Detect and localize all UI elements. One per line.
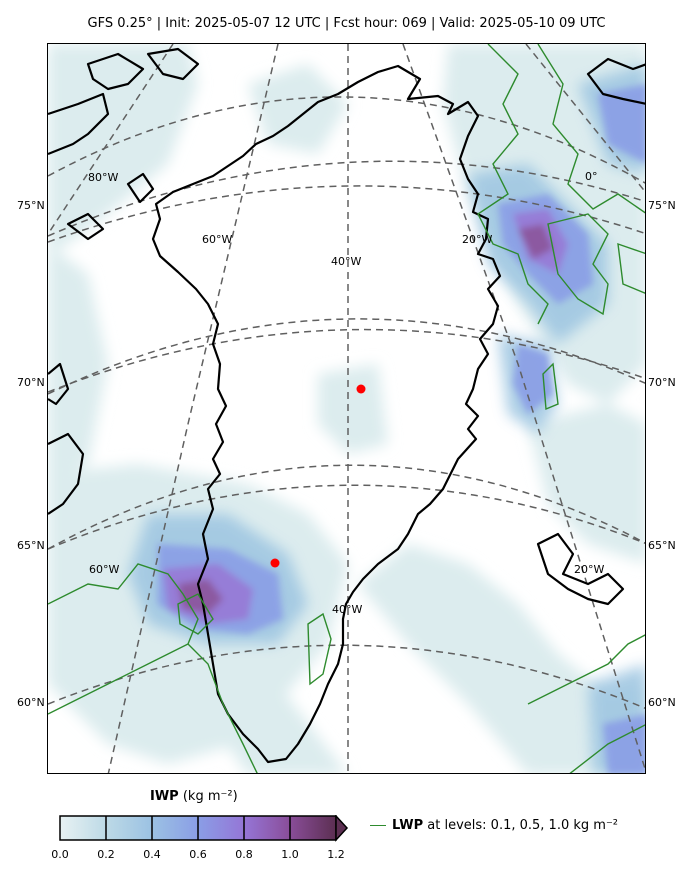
coastline [48,47,645,764]
colorbar-tick: 0.0 [51,848,69,861]
lat-label-60n-left: 60°N [17,696,45,709]
graticule-lon-80w [48,44,174,235]
colorbar-tick: 0.4 [143,848,161,861]
colorbar-title: IWP (kg m⁻²) [150,789,238,804]
lat-label-65n-right: 65°N [648,539,676,552]
lat-label-65n-left: 65°N [17,539,45,552]
map-title: GFS 0.25° | Init: 2025-05-07 12 UTC | Fc… [87,16,606,31]
colorbar-tick: 1.2 [327,848,345,861]
lwp-contours [48,44,645,773]
lat-label-70n-right: 70°N [648,376,676,389]
graticule-lon-0 [525,44,645,193]
lon-label-40w-bot: 40°W [332,603,362,616]
lon-label-20w-top: 20°W [462,233,492,246]
graticule [48,44,645,773]
iwp-shading [48,44,645,773]
lwp-legend-swatch [370,825,386,826]
graticule-lat-70n [48,318,645,395]
graticule-lat-75n [48,160,645,237]
colorbar-units: (kg m⁻²) [182,789,238,804]
lat-label-60n-right: 60°N [648,696,676,709]
lon-label-20w-bot: 20°W [574,563,604,576]
colorbar-tick: 0.8 [235,848,253,861]
graticule-lon-20w [402,44,645,772]
lon-label-0: 0° [585,170,598,183]
lat-label-75n-right: 75°N [648,199,676,212]
map-panel: 80°W 60°W 40°W 20°W 0° 60°W 40°W 20°W [47,43,646,774]
lon-label-60w-top: 60°W [202,233,232,246]
map-canvas: 80°W 60°W 40°W 20°W 0° 60°W 40°W 20°W [48,44,645,773]
lon-label-40w-top: 40°W [331,255,361,268]
iwp-high [158,84,645,773]
lon-labels: 80°W 60°W 40°W 20°W 0° 60°W 40°W 20°W [88,170,604,616]
lon-label-60w-bot: 60°W [89,563,119,576]
lwp-legend-text: at levels: 0.1, 0.5, 1.0 kg m⁻² [423,818,619,833]
colorbar [59,815,349,842]
lwp-legend-var: LWP [392,818,424,833]
station-markers [270,384,366,568]
lon-label-80w: 80°W [88,171,118,184]
lat-label-75n-left: 75°N [17,199,45,212]
station-marker-south [270,558,280,568]
graticule-lon-60w [107,44,279,773]
station-marker-summit [356,384,366,394]
colorbar-tick: 1.0 [281,848,299,861]
colorbar-tick: 0.2 [97,848,115,861]
colorbar-var: IWP [150,789,179,804]
colorbar-tick: 0.6 [189,848,207,861]
lwp-legend: LWP at levels: 0.1, 0.5, 1.0 kg m⁻² [370,818,618,833]
lat-label-70n-left: 70°N [17,376,45,389]
